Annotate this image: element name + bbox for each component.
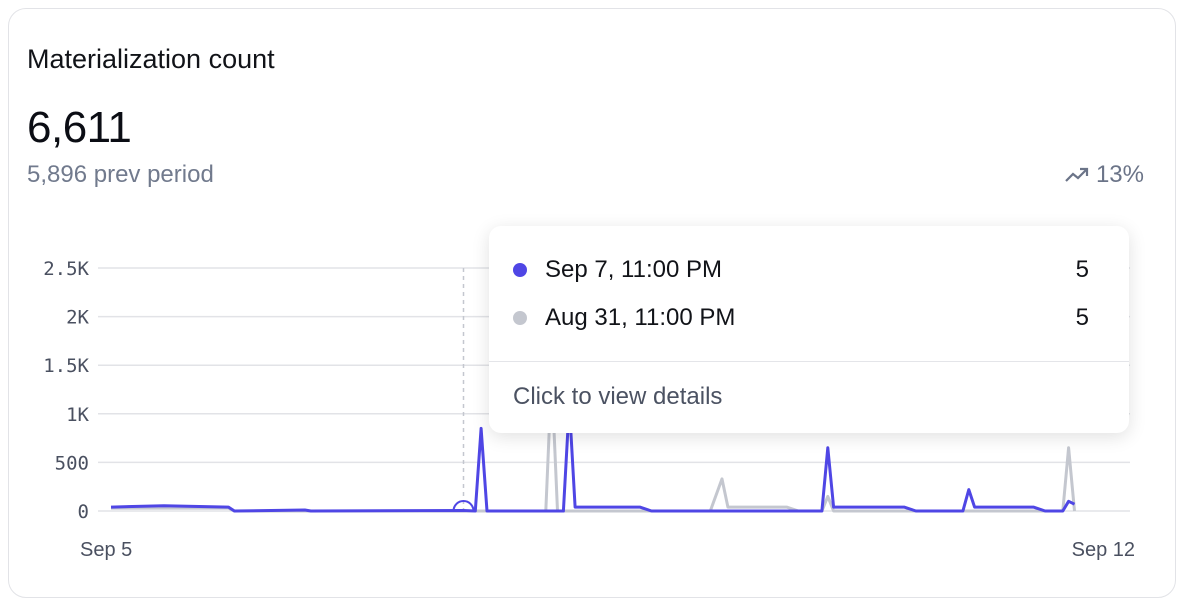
delta-badge: 13%: [1064, 161, 1144, 189]
y-tick-label: 2.5K: [43, 258, 89, 280]
y-tick-label: 0: [78, 501, 89, 523]
x-tick-label: Sep 12: [1072, 539, 1135, 561]
tooltip-row-current: Sep 7, 11:00 PM 5: [513, 256, 1089, 284]
tooltip-row-value: 5: [1075, 256, 1089, 283]
tooltip-divider: [489, 361, 1129, 362]
y-tick-label: 2K: [66, 307, 89, 329]
tooltip-row-value: 5: [1075, 304, 1089, 331]
x-tick-label: Sep 5: [80, 539, 132, 561]
prev-period-count: 5,896 prev period: [27, 161, 214, 188]
series-dot-previous: [513, 311, 527, 325]
tooltip-row-label: Sep 7, 11:00 PM: [545, 256, 722, 283]
y-tick-label: 1.5K: [43, 355, 89, 377]
trending-up-icon: [1065, 167, 1089, 182]
hover-point-marker: [452, 500, 475, 512]
total-count: 6,611: [27, 103, 132, 152]
current-period-line: [110, 402, 1076, 513]
y-tick-label: 500: [55, 452, 89, 474]
chart-tooltip[interactable]: Sep 7, 11:00 PM 5 Aug 31, 11:00 PM 5 Cli…: [489, 226, 1129, 433]
tooltip-row-label: Aug 31, 11:00 PM: [545, 304, 736, 331]
tooltip-row-previous: Aug 31, 11:00 PM 5: [513, 304, 1089, 332]
card-title: Materialization count: [27, 44, 275, 74]
delta-value: 13%: [1095, 161, 1144, 188]
y-tick-label: 1K: [66, 404, 89, 426]
view-details-link[interactable]: Click to view details: [513, 383, 723, 410]
series-dot-current: [513, 263, 527, 277]
